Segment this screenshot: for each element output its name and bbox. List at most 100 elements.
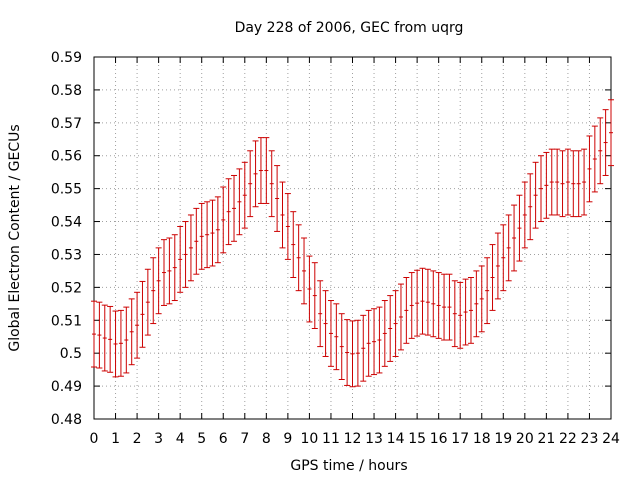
data-point bbox=[333, 303, 340, 371]
y-tick-label: 0.59 bbox=[51, 50, 82, 66]
data-point bbox=[446, 273, 453, 341]
x-tick-label: 18 bbox=[473, 431, 491, 447]
data-point bbox=[360, 314, 367, 382]
data-point bbox=[134, 291, 141, 359]
data-point bbox=[414, 269, 421, 337]
data-point bbox=[182, 221, 189, 288]
data-point bbox=[376, 306, 383, 374]
data-point bbox=[274, 165, 281, 232]
data-point bbox=[220, 186, 227, 254]
x-tick-label: 8 bbox=[262, 431, 271, 447]
x-tick-label: 11 bbox=[322, 431, 340, 447]
data-point bbox=[101, 304, 108, 372]
x-tick-label: 6 bbox=[219, 431, 228, 447]
data-point bbox=[344, 319, 351, 386]
data-point bbox=[338, 313, 345, 381]
data-point bbox=[457, 281, 464, 349]
y-axis: 0.48 0.49 0.5 0.51 0.52 0.53 0.54 0.55 0.56 0.57 0… bbox=[51, 50, 611, 428]
data-point bbox=[365, 309, 372, 377]
y-axis-label: Global Electron Content / GECUs bbox=[7, 124, 23, 351]
data-point bbox=[381, 300, 388, 367]
data-point bbox=[161, 239, 168, 306]
data-point bbox=[430, 270, 437, 338]
data-point bbox=[311, 262, 318, 329]
data-point bbox=[505, 214, 512, 282]
y-tick-label: 0.58 bbox=[51, 83, 82, 99]
data-point bbox=[408, 272, 415, 339]
data-point bbox=[511, 204, 518, 272]
data-point bbox=[349, 320, 356, 388]
data-point bbox=[231, 174, 238, 242]
data-point bbox=[564, 148, 571, 216]
data-point bbox=[467, 276, 474, 344]
data-point bbox=[263, 137, 270, 204]
x-tick-label: 1 bbox=[111, 431, 120, 447]
y-tick-label: 0.5 bbox=[60, 346, 82, 362]
data-point bbox=[397, 283, 404, 351]
data-point bbox=[117, 309, 124, 377]
data-point bbox=[354, 319, 361, 387]
data-point bbox=[392, 290, 399, 357]
data-point bbox=[236, 168, 243, 236]
data-point bbox=[608, 99, 614, 167]
y-tick-label: 0.49 bbox=[51, 379, 82, 395]
data-point bbox=[128, 298, 135, 366]
data-point bbox=[247, 150, 254, 218]
x-tick-label: 22 bbox=[559, 431, 577, 447]
data-point bbox=[279, 181, 286, 249]
data-point bbox=[187, 214, 194, 282]
data-point bbox=[225, 178, 232, 246]
x-tick-label: 13 bbox=[365, 431, 383, 447]
x-tick-label: 16 bbox=[430, 431, 448, 447]
data-point bbox=[527, 173, 534, 241]
data-point bbox=[494, 232, 501, 300]
x-tick-label: 12 bbox=[344, 431, 362, 447]
data-point bbox=[171, 234, 178, 302]
y-tick-label: 0.55 bbox=[51, 182, 82, 198]
y-tick-label: 0.51 bbox=[51, 313, 82, 329]
x-tick-label: 0 bbox=[90, 431, 99, 447]
data-point bbox=[193, 207, 200, 275]
data-point bbox=[123, 306, 130, 374]
data-point bbox=[166, 237, 173, 305]
y-tick-label: 0.56 bbox=[51, 149, 82, 165]
x-tick-label: 5 bbox=[197, 431, 206, 447]
data-point bbox=[473, 270, 480, 338]
data-point bbox=[597, 117, 604, 185]
x-axis: 0 1 2 3 4 5 6 7 8 9 10 11 12 13 14 15 16 17 18 19 20 21 22 23 24 bbox=[90, 57, 620, 447]
data-point bbox=[155, 247, 162, 315]
data-point bbox=[306, 255, 313, 323]
y-tick-label: 0.52 bbox=[51, 280, 82, 296]
data-point bbox=[268, 150, 275, 218]
data-point bbox=[554, 148, 561, 216]
data-point bbox=[586, 135, 593, 203]
data-point bbox=[327, 300, 334, 367]
chart-title: Day 228 of 2006, GEC from uqrg bbox=[235, 20, 464, 36]
data-point bbox=[290, 211, 297, 278]
data-point bbox=[451, 280, 458, 348]
data-point bbox=[532, 161, 539, 229]
x-tick-label: 14 bbox=[387, 431, 405, 447]
data-point bbox=[489, 244, 496, 311]
data-point bbox=[198, 202, 205, 270]
data-point bbox=[214, 196, 221, 264]
data-point bbox=[241, 161, 248, 229]
error-bars bbox=[91, 99, 614, 388]
data-point bbox=[521, 181, 528, 249]
y-tick-label: 0.54 bbox=[51, 215, 82, 231]
x-tick-label: 20 bbox=[516, 431, 534, 447]
data-point bbox=[575, 150, 582, 218]
data-point bbox=[257, 137, 264, 204]
x-tick-label: 17 bbox=[451, 431, 469, 447]
data-point bbox=[581, 148, 588, 216]
data-point bbox=[322, 290, 329, 357]
x-tick-label: 10 bbox=[301, 431, 319, 447]
data-point bbox=[403, 276, 410, 344]
data-point bbox=[295, 224, 302, 292]
data-point bbox=[500, 224, 507, 292]
x-tick-label: 15 bbox=[408, 431, 426, 447]
x-tick-label: 2 bbox=[133, 431, 142, 447]
data-point bbox=[484, 257, 491, 325]
data-point bbox=[462, 278, 469, 346]
